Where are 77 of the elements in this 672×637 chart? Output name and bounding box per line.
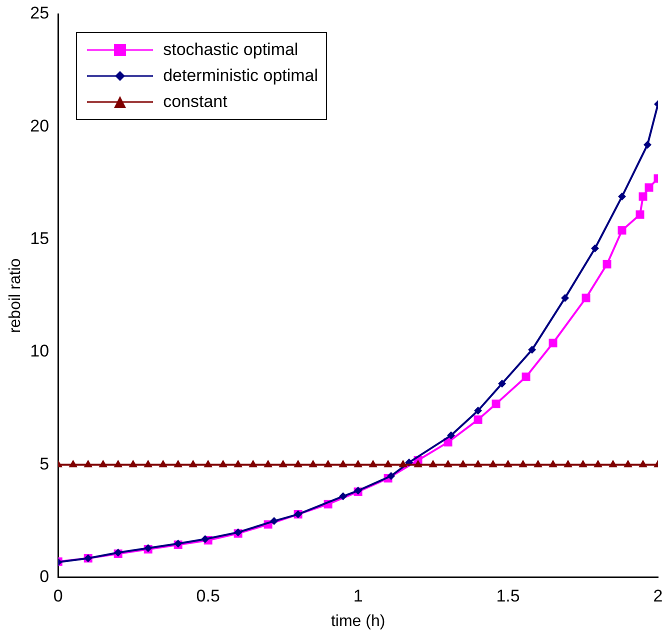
point <box>474 460 482 468</box>
point <box>264 460 272 468</box>
point <box>582 294 590 302</box>
point <box>144 460 152 468</box>
point <box>528 346 536 354</box>
point <box>428 460 438 468</box>
point <box>548 338 558 348</box>
point <box>534 460 542 468</box>
point <box>602 260 612 268</box>
point <box>338 460 348 468</box>
point <box>128 460 138 468</box>
point <box>324 460 332 468</box>
point <box>618 192 626 201</box>
point <box>158 460 168 468</box>
point <box>234 460 242 468</box>
point <box>644 183 654 192</box>
point <box>488 460 498 468</box>
x-tick-label: 1 <box>353 586 363 606</box>
point <box>636 210 644 219</box>
x-tick-label: 0.5 <box>196 586 220 606</box>
point <box>218 460 228 468</box>
point <box>201 535 210 544</box>
point <box>384 460 392 468</box>
point <box>114 460 122 468</box>
y-tick-label: 5 <box>40 454 50 474</box>
point <box>474 406 482 415</box>
point <box>84 460 92 468</box>
legend-label: deterministic optimal <box>163 66 318 86</box>
point <box>414 460 422 468</box>
point <box>644 140 652 149</box>
point <box>638 192 648 201</box>
y-tick-label: 0 <box>40 567 50 586</box>
x-tick-label: 2 <box>653 586 663 606</box>
point <box>447 431 456 440</box>
point <box>594 460 602 468</box>
y-tick-label: 15 <box>30 229 50 248</box>
point <box>188 460 198 468</box>
x-tick-label: 0 <box>53 586 63 606</box>
point <box>498 380 506 388</box>
point <box>68 460 78 468</box>
point <box>624 460 632 468</box>
point <box>354 460 362 468</box>
y-tick-label: 20 <box>30 116 50 136</box>
y-tick-label: 10 <box>30 342 50 361</box>
legend-label: constant <box>163 92 228 112</box>
point <box>608 460 618 468</box>
point <box>204 460 212 468</box>
x-axis-title: time (h) <box>330 612 386 630</box>
point <box>308 460 318 468</box>
point <box>561 294 570 302</box>
point <box>474 415 482 424</box>
point <box>492 400 500 408</box>
point <box>368 460 378 468</box>
point <box>638 460 648 468</box>
point <box>522 372 530 382</box>
point <box>591 244 600 252</box>
y-tick-label: 25 <box>30 4 50 23</box>
point <box>398 460 408 468</box>
point <box>248 460 258 468</box>
point <box>564 460 572 468</box>
point <box>618 226 626 235</box>
point <box>444 460 452 468</box>
legend-label: stochastic optimal <box>163 40 298 60</box>
point <box>174 460 182 468</box>
point <box>458 460 468 468</box>
point <box>339 492 348 500</box>
point <box>270 517 278 526</box>
point <box>294 460 302 468</box>
point <box>278 460 288 468</box>
point <box>387 472 396 480</box>
y-axis-title: reboil ratio <box>7 258 24 334</box>
point <box>518 460 528 468</box>
point <box>578 460 588 468</box>
point <box>548 460 558 468</box>
x-tick-label: 1.5 <box>496 586 520 606</box>
point <box>504 460 512 468</box>
point <box>98 460 108 468</box>
